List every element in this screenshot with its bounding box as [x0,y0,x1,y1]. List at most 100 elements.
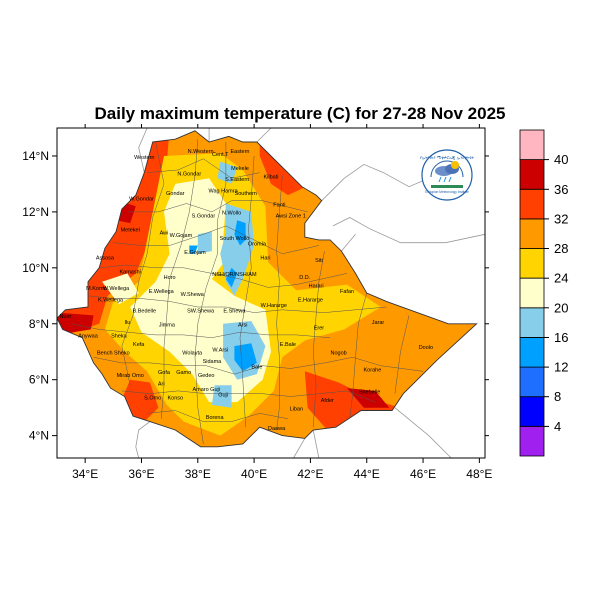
zone-boundaries [71,139,424,445]
region-label: Eastern [231,149,250,155]
region-label: Erer [314,325,325,331]
region-label: Horo [164,275,176,281]
region-label: N.Wollo [222,211,241,217]
x-axis-ticks: 34°E 36°E 38°E 40°E 42°E 44°E 46°E 48°E [72,124,492,481]
x-tick-label: 46°E [410,467,436,481]
region-label: K.Wellega [98,297,124,303]
weather-logo-icon: የኢትዮጵያ ሚቲዎሮሎጂ ኢንስቲትዩት Ethiopian Meteorol… [420,149,474,201]
region-label: Arsi [238,323,247,329]
field-12-16-bale [234,343,257,372]
colorbar-label: 16 [554,330,568,345]
region-label: Kefa [133,342,145,348]
region-label: W.Gojam [170,233,193,239]
neighbor-border-line [135,421,151,459]
y-tick-label: 8°N [29,317,49,331]
x-tick-label: 48°E [466,467,492,481]
colorbar-swatch [519,396,545,427]
colorbar-swatch [519,337,545,368]
field-16-20-gojam [197,231,212,254]
region-label: Liban [290,407,303,413]
region-label: E.Hararge [298,297,323,303]
colorbar-swatch [519,307,545,338]
y-tick-label: 4°N [29,429,49,443]
region-label: N.Western [188,149,214,155]
region-label: Harari [309,283,324,289]
region-label: Anywaa [78,334,99,340]
region-label: SW.Shewa [187,309,215,315]
zone-boundary-line [239,155,255,428]
y-tick-label: 6°N [29,373,49,387]
region-label: Gedeo [198,373,215,379]
region-label: M.Komo [86,286,106,292]
zone-boundary-line [276,175,283,431]
zone-boundary-line [194,142,227,445]
region-label: Doolo [419,345,433,351]
colorbar-label: 36 [554,182,568,197]
region-label: W.Shewa [181,292,205,298]
neighbor-border-line [321,163,429,201]
zone-boundary-line [121,390,376,403]
colorbar-swatch [519,366,545,398]
y-tick-label: 12°N [22,205,49,219]
region-label: Nogob [330,351,346,357]
colorbar-label: 12 [554,360,568,375]
colorbar-label: 4 [554,419,561,434]
region-label: W.Hararge [261,303,287,309]
zone-boundary-line [160,139,199,419]
zone-boundary-line [147,158,260,179]
zone-boundary-line [71,323,331,338]
zone-boundary-line [349,292,367,419]
region-label: Nuer [59,314,71,320]
region-label: Sheka [111,334,128,340]
field-16-20-guji [211,385,232,408]
neighbor-border-line [293,438,306,459]
region-label: Hari [260,255,270,261]
field-36-40-shebelle [347,388,390,408]
colorbar-label: 24 [554,271,568,286]
map-frame [56,127,486,459]
zone-boundary-line [113,225,319,255]
colorbar-label: 8 [554,389,561,404]
country-outline [56,130,478,448]
neighbor-border-line [138,127,148,173]
region-label: S.Eastern [225,177,249,183]
y-tick-label: 10°N [22,261,49,275]
neighbor-border-line [394,407,452,459]
region-label: Jarar [372,320,385,326]
x-tick-label: 40°E [241,467,267,481]
logo-text-bottom: Ethiopian Meteorology Institute [425,190,469,194]
region-label: Siti [315,258,323,264]
region-label: Kamashi [119,269,140,275]
region-label: Wag Hamra [209,188,239,194]
region-label: Guji [218,393,228,399]
region-label: Bench Sheko [97,351,130,357]
zone-boundary-line [394,315,410,394]
colorbar-label: 20 [554,300,568,315]
region-label: Oromia [248,242,267,248]
region-label: Metekel [121,228,140,234]
region-label: E.Wellega [149,289,175,295]
neighbor-border-line [341,234,356,252]
y-tick-label: 14°N [22,149,49,163]
zone-boundary-line [87,295,387,313]
region-label: Daawa [268,426,286,432]
zone-boundary-line [312,251,325,428]
region-label: Shebelle [359,390,380,396]
region-label: Cent.T [212,152,229,158]
colorbar-label: 40 [554,152,568,167]
region-label: Korahe [364,367,382,373]
region-label: Kilbati [264,174,279,180]
region-label: Ari [158,381,165,387]
region-label: W.Wellega [103,286,130,292]
region-label: Konso [167,395,183,401]
region-label: Awi [160,230,169,236]
region-label: Gondar [166,191,185,197]
region-label: E.Gojam [184,250,206,256]
region-label: Jimma [159,323,176,329]
neighbor-border-line [332,217,486,244]
colorbar-swatch [519,277,545,309]
region-label: Afder [321,398,334,404]
field-36-40-nuer [57,312,94,335]
